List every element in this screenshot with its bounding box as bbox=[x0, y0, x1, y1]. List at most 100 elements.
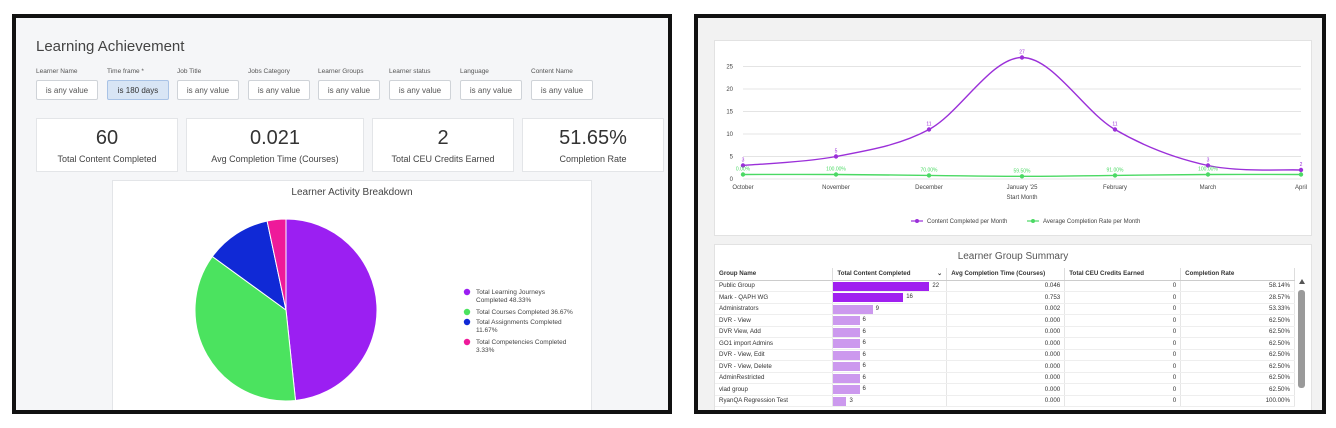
filter-language: Language is any value bbox=[460, 68, 522, 100]
pie-slice-1[interactable] bbox=[285, 218, 378, 402]
table-row[interactable]: Mark - QAPH WG 16 0.753 0 28.57% bbox=[715, 291, 1295, 304]
data-point[interactable] bbox=[926, 127, 932, 132]
page-title: Learning Achievement bbox=[36, 38, 185, 55]
data-label: 11 bbox=[926, 122, 931, 128]
table-row[interactable]: Public Group 22 0.046 0 58.14% bbox=[715, 280, 1295, 292]
content-bar-label: 22 bbox=[932, 282, 940, 289]
data-point[interactable] bbox=[1298, 172, 1304, 177]
table-title: Learner Group Summary bbox=[957, 251, 1069, 262]
group-name-cell: RyanQA Regression Test bbox=[715, 395, 834, 407]
content-bar-label: 6 bbox=[862, 340, 866, 346]
ceu-credits-cell: 0 bbox=[1064, 326, 1182, 338]
data-label: 59.50% bbox=[1014, 168, 1032, 174]
kpi-label: Avg Completion Time (Courses) bbox=[211, 154, 339, 164]
data-point[interactable] bbox=[1298, 167, 1304, 173]
data-point[interactable] bbox=[1112, 173, 1118, 178]
filter-learner-status-input[interactable]: is any value bbox=[389, 80, 451, 100]
learner-group-table: Group Name Total Content Completed ⌄ Avg… bbox=[715, 268, 1295, 407]
filter-learner-groups-input[interactable]: is any value bbox=[318, 80, 380, 100]
content-completed-cell: 6 bbox=[832, 326, 948, 338]
group-name-cell: Administrators bbox=[715, 303, 834, 315]
completion-rate-cell: 62.50% bbox=[1180, 349, 1295, 361]
avg-completion-time-cell: 0.000 bbox=[946, 372, 1066, 384]
filter-language-input[interactable]: is any value bbox=[460, 80, 522, 100]
ceu-credits-cell: 0 bbox=[1064, 349, 1182, 361]
table-row[interactable]: DVR - View, Edit 6 0.000 0 62.50% bbox=[715, 349, 1295, 361]
content-bar-label: 6 bbox=[862, 328, 866, 335]
data-point[interactable] bbox=[1205, 163, 1211, 168]
table-row[interactable]: AdminRestricted 6 0.000 0 62.50% bbox=[715, 372, 1295, 384]
data-point[interactable] bbox=[833, 172, 839, 177]
column-header-label: Total Content Completed bbox=[837, 270, 911, 278]
group-name-cell: DVR - View, Delete bbox=[715, 360, 834, 373]
table-row[interactable]: DVR - View 6 0.000 0 62.50% bbox=[715, 314, 1295, 327]
column-header-avg-completion-time[interactable]: Avg Completion Time (Courses) bbox=[946, 268, 1066, 281]
pie-slice-2[interactable] bbox=[194, 255, 297, 402]
table-scrollbar[interactable] bbox=[1298, 279, 1305, 393]
y-tick-label: 15 bbox=[726, 110, 733, 116]
filter-time-frame: Time frame * is 180 days bbox=[107, 68, 169, 100]
x-tick-label: November bbox=[822, 185, 850, 191]
pie-slice-4[interactable] bbox=[266, 218, 287, 311]
table-row[interactable]: RyanQA Regression Test 3 0.000 0 100.00% bbox=[715, 395, 1295, 407]
avg-completion-time-cell: 0.753 bbox=[946, 291, 1066, 304]
content-bar bbox=[833, 293, 904, 302]
y-tick-label: 10 bbox=[726, 132, 733, 138]
filter-label: Learner Name bbox=[36, 68, 78, 75]
data-point[interactable] bbox=[833, 154, 839, 159]
data-point[interactable] bbox=[926, 173, 932, 178]
content-bar bbox=[833, 350, 860, 360]
column-header-completion-rate[interactable]: Completion Rate bbox=[1180, 268, 1295, 281]
scrollbar-thumb[interactable] bbox=[1298, 290, 1305, 388]
filter-job-title-input[interactable]: is any value bbox=[177, 80, 239, 100]
table-row[interactable]: vlad group 6 0.000 0 62.50% bbox=[715, 383, 1295, 396]
filter-content-name: Content Name is any value bbox=[531, 68, 593, 100]
ceu-credits-cell: 0 bbox=[1064, 303, 1182, 315]
legend-marker bbox=[463, 318, 471, 326]
content-bar bbox=[833, 316, 860, 325]
learner-group-panel: 0 5 10 15 20 25 October November December January… bbox=[694, 14, 1326, 414]
filter-content-name-input[interactable]: is any value bbox=[531, 80, 593, 100]
table-row[interactable]: Administrators 9 0.002 0 53.33% bbox=[715, 303, 1295, 315]
data-label: 3 bbox=[1207, 158, 1210, 164]
y-tick-label: 5 bbox=[730, 155, 734, 161]
table-row[interactable]: DVR View, Add 6 0.000 0 62.50% bbox=[715, 326, 1295, 338]
legend-marker bbox=[915, 219, 919, 223]
avg-completion-time-cell: 0.046 bbox=[946, 280, 1066, 292]
data-label: 27 bbox=[1019, 50, 1025, 56]
column-header-group-name[interactable]: Group Name bbox=[715, 268, 834, 281]
pie-slice-3[interactable] bbox=[211, 220, 287, 312]
filter-jobs-category: Jobs Category is any value bbox=[248, 68, 310, 100]
ceu-credits-cell: 0 bbox=[1064, 291, 1182, 304]
avg-completion-time-cell: 0.000 bbox=[946, 314, 1066, 327]
filter-learner-groups: Learner Groups is any value bbox=[318, 68, 380, 100]
column-header-total-content[interactable]: Total Content Completed ⌄ bbox=[832, 268, 948, 281]
data-point[interactable] bbox=[1205, 172, 1211, 177]
x-tick-label: January '25 bbox=[1007, 185, 1038, 191]
completion-rate-cell: 62.50% bbox=[1180, 337, 1295, 350]
legend-entry: Average Completion Rate per Month bbox=[1043, 219, 1140, 225]
data-label: 100.00% bbox=[1198, 167, 1218, 173]
filter-time-frame-input[interactable]: is 180 days bbox=[107, 80, 169, 100]
table-row[interactable]: GO1 import Admins 6 0.000 0 62.50% bbox=[715, 337, 1295, 350]
x-tick-label: April bbox=[1295, 185, 1307, 191]
table-row[interactable]: DVR - View, Delete 6 0.000 0 62.50% bbox=[715, 360, 1295, 373]
data-label: 11 bbox=[1112, 122, 1117, 128]
data-point[interactable] bbox=[1019, 55, 1025, 60]
ceu-credits-cell: 0 bbox=[1064, 383, 1182, 396]
filter-learner-name-input[interactable]: is any value bbox=[36, 80, 98, 100]
column-header-ceu-credits[interactable]: Total CEU Credits Earned bbox=[1064, 268, 1182, 281]
data-point[interactable] bbox=[740, 172, 746, 177]
avg-completion-time-cell: 0.000 bbox=[946, 337, 1066, 350]
chevron-down-icon[interactable]: ⌄ bbox=[937, 270, 943, 278]
x-tick-label: March bbox=[1200, 185, 1217, 191]
data-point[interactable] bbox=[1112, 127, 1118, 132]
data-point[interactable] bbox=[740, 163, 746, 168]
content-completed-cell: 6 bbox=[832, 349, 948, 361]
filter-jobs-category-input[interactable]: is any value bbox=[248, 80, 310, 100]
scroll-up-icon[interactable] bbox=[1298, 279, 1305, 284]
data-point[interactable] bbox=[1019, 174, 1025, 179]
ceu-credits-cell: 0 bbox=[1064, 314, 1182, 327]
data-label: 2 bbox=[1300, 162, 1303, 168]
kpi-label: Completion Rate bbox=[559, 154, 627, 164]
